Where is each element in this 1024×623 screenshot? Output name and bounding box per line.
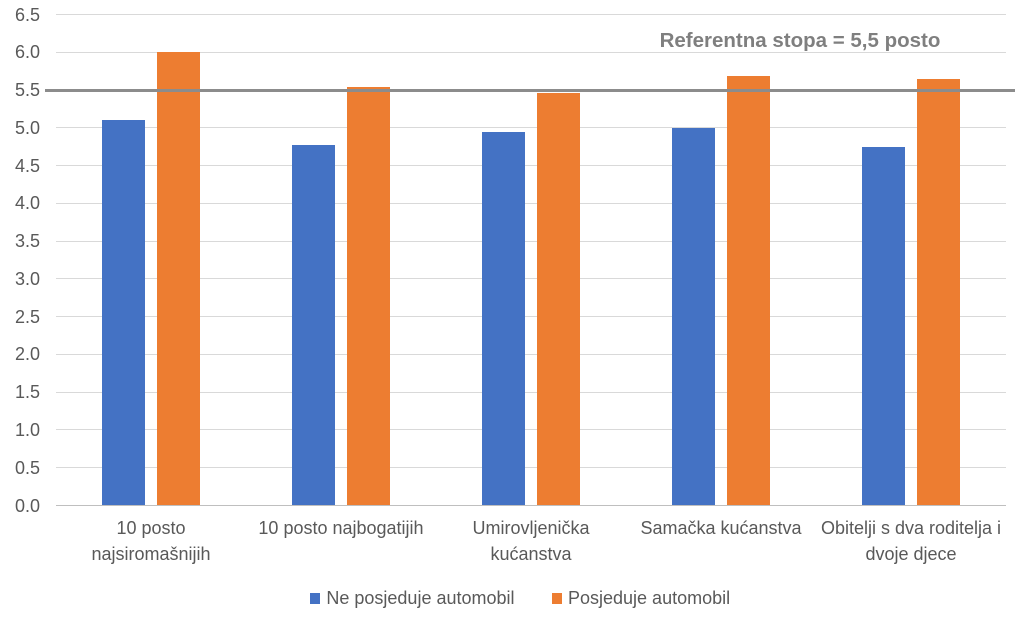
gridline <box>56 316 1006 318</box>
y-tick-label: 1.5 <box>14 382 40 403</box>
gridline <box>56 202 1006 204</box>
gridline <box>56 429 1006 431</box>
gridline <box>56 14 1006 15</box>
y-tick-label: 6.0 <box>14 42 40 63</box>
bar-series0-cat0 <box>102 119 145 506</box>
y-tick-label: 6.5 <box>14 4 40 25</box>
bar-series1-cat1 <box>347 87 390 506</box>
y-tick-label: 4.0 <box>14 193 40 214</box>
bar-series1-cat4 <box>917 79 960 506</box>
legend: Ne posjeduje automobil Posjeduje automob… <box>0 588 1024 609</box>
category-label-0: 10 posto najsiromašnijih <box>91 518 211 564</box>
bar-series0-cat2 <box>482 132 525 506</box>
category-label-2: Umirovljenička kućanstva <box>472 518 590 564</box>
legend-item-posjeduje-automobil: Posjeduje automobil <box>551 588 731 609</box>
gridline <box>56 240 1006 242</box>
category-label-4: Obitelji s dva roditelja i dvoje djece <box>820 518 1002 564</box>
bar-series0-cat3 <box>672 127 715 506</box>
bar-series1-cat0 <box>157 51 200 506</box>
y-tick-label: 2.0 <box>14 344 40 365</box>
legend-swatch-ne-posjeduje-automobil <box>309 593 321 604</box>
y-tick-label: 0.5 <box>14 457 40 478</box>
gridline <box>56 165 1006 167</box>
gridline <box>56 391 1006 393</box>
y-tick-label: 0.0 <box>14 495 40 516</box>
legend-label-posjeduje-automobil: Posjeduje automobil <box>568 588 731 608</box>
gridline <box>56 467 1006 469</box>
category-label-3: Samačka kućanstva <box>640 518 802 538</box>
x-axis-line <box>56 505 1006 506</box>
legend-swatch-posjeduje-automobil <box>551 593 562 604</box>
legend-label-ne-posjeduje-automobil: Ne posjeduje automobil <box>326 588 515 608</box>
y-tick-label: 2.5 <box>14 306 40 327</box>
y-tick-label: 1.0 <box>14 419 40 440</box>
gridline <box>56 353 1006 355</box>
y-tick-label: 3.5 <box>14 231 40 252</box>
legend-item-ne-posjeduje-automobil: Ne posjeduje automobil <box>309 588 515 609</box>
y-tick-label: 4.5 <box>14 155 40 176</box>
y-tick-label: 3.0 <box>14 268 40 289</box>
y-tick-label: 5.5 <box>14 80 40 101</box>
reference-line-label: Referentna stopa = 5,5 posto <box>659 29 941 52</box>
bar-series1-cat3 <box>727 75 770 506</box>
bar-series0-cat4 <box>862 147 905 506</box>
gridline <box>56 278 1006 280</box>
reference-line <box>45 89 1015 93</box>
category-label-1: 10 posto najbogatijih <box>258 518 424 538</box>
y-tick-label: 5.0 <box>14 117 40 138</box>
gridline <box>56 127 1006 129</box>
bar-series1-cat2 <box>537 93 580 506</box>
gridline <box>56 51 1006 53</box>
bar-series0-cat1 <box>292 145 335 506</box>
